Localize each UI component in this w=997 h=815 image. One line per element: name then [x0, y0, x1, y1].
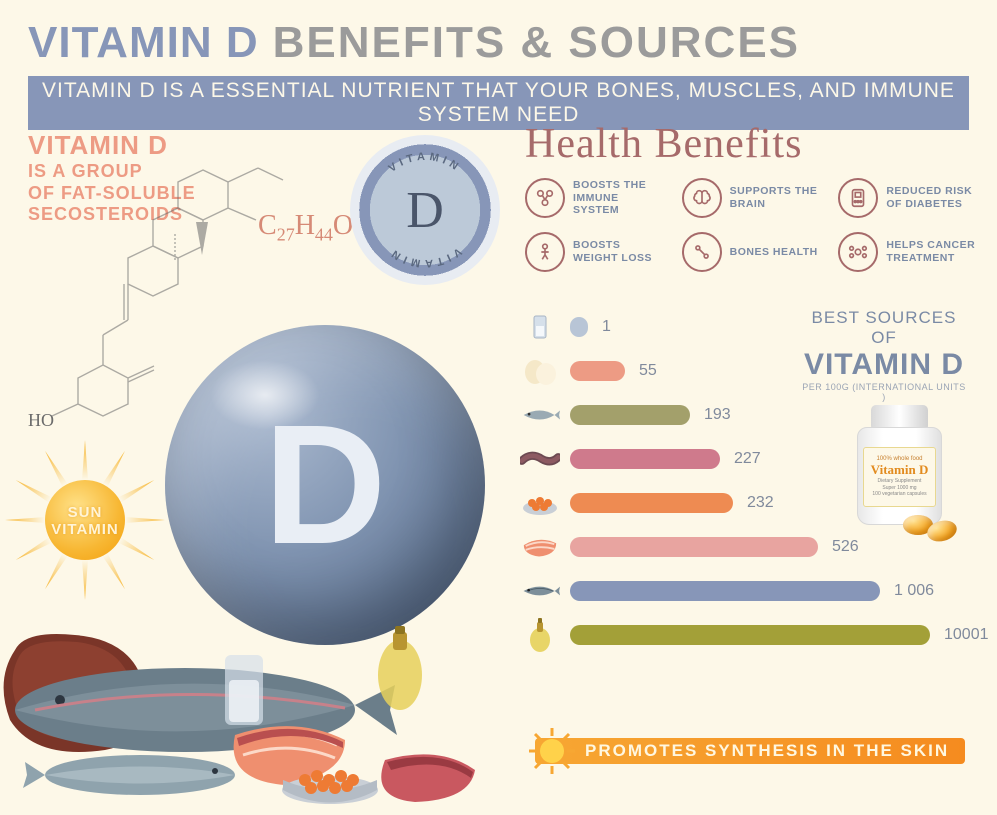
- eel-icon: [520, 442, 560, 476]
- bar-fill: [570, 405, 690, 425]
- herring-icon: [520, 398, 560, 432]
- bar-row: 10001: [520, 618, 990, 652]
- gel-capsules-icon: [903, 515, 967, 540]
- bar-value: 193: [704, 406, 731, 424]
- bar-value: 1: [602, 318, 611, 336]
- benefit-label: HELPS CANCERTREATMENT: [886, 239, 975, 264]
- best-sources-l3: PER 100G (INTERNATIONAL UNITS ): [799, 382, 969, 402]
- benefit-label: REDUCED RISKOF DIABETES: [886, 185, 972, 210]
- sun-vitamin-label: SUN VITAMIN: [50, 505, 120, 538]
- bar-value: 232: [747, 494, 774, 512]
- title-primary: VITAMIN D: [28, 18, 259, 68]
- vitamin-seal: VITAMIN VITAMIN D: [350, 135, 500, 285]
- salmon-icon: [520, 530, 560, 564]
- sun-l1: SUN: [68, 504, 103, 521]
- benefit-label: BOOSTSWEIGHT LOSS: [573, 239, 652, 264]
- bar-row: 1 006: [520, 574, 990, 608]
- food-pile-illustration: [0, 540, 505, 810]
- chemical-formula: C27H44O: [258, 210, 353, 246]
- bar-fill: [570, 449, 720, 469]
- cancer-icon: [838, 232, 878, 272]
- benefit-label: BONES HEALTH: [730, 246, 818, 259]
- formula-c: C: [258, 210, 277, 241]
- benefit-item: BOOSTSWEIGHT LOSS: [525, 232, 672, 272]
- bottle-label: 100% whole food Vitamin D Dietary Supple…: [863, 447, 936, 507]
- bar-fill: [570, 493, 733, 513]
- header: VITAMIN D BENEFITS & SOURCES: [0, 0, 997, 72]
- benefit-item: BOOSTS THEIMMUNESYSTEM: [525, 178, 672, 218]
- bottle-name: Vitamin D: [864, 462, 935, 478]
- benefit-item: SUPPORTS THEBRAIN: [682, 178, 829, 218]
- bar-fill: [570, 581, 880, 601]
- ho-label: HO: [28, 410, 54, 431]
- benefit-label: BOOSTS THEIMMUNESYSTEM: [573, 179, 646, 217]
- supplement-bottle-icon: 100% whole food Vitamin D Dietary Supple…: [857, 405, 942, 525]
- benefits-grid: BOOSTS THEIMMUNESYSTEM SUPPORTS THEBRAIN…: [525, 178, 985, 272]
- seal-ring-icon: VITAMIN VITAMIN: [350, 135, 500, 285]
- bar-value: 55: [639, 362, 657, 380]
- mackerel-icon: [520, 574, 560, 608]
- bar-fill: [570, 537, 818, 557]
- benefit-label: SUPPORTS THEBRAIN: [730, 185, 818, 210]
- seal-bottom-text: VITAMIN: [386, 245, 463, 269]
- svg-text:VITAMIN: VITAMIN: [386, 245, 463, 269]
- bar-fill: [570, 317, 588, 337]
- formula-h: H: [295, 210, 315, 241]
- svg-text:VITAMIN: VITAMIN: [386, 151, 463, 175]
- formula-44: 44: [315, 225, 333, 245]
- best-sources-block: BEST SOURCES OF VITAMIN D PER 100G (INTE…: [799, 308, 969, 402]
- weight-icon: [525, 232, 565, 272]
- caviar-icon: [520, 486, 560, 520]
- bones-icon: [682, 232, 722, 272]
- bar-value: 526: [832, 538, 859, 556]
- health-benefits-title: Health Benefits: [525, 120, 985, 168]
- immune-icon: [525, 178, 565, 218]
- brain-icon: [682, 178, 722, 218]
- benefit-item: REDUCED RISKOF DIABETES: [838, 178, 985, 218]
- diabetes-icon: [838, 178, 878, 218]
- eggs-icon: [520, 354, 560, 388]
- benefit-item: BONES HEALTH: [682, 232, 829, 272]
- oil-icon: [520, 618, 560, 652]
- milk-icon: [520, 310, 560, 344]
- bottle-cap-icon: [871, 405, 928, 429]
- bar-value: 227: [734, 450, 761, 468]
- best-sources-l2: VITAMIN D: [799, 348, 969, 382]
- formula-27: 27: [277, 225, 295, 245]
- best-sources-l1: BEST SOURCES OF: [799, 308, 969, 348]
- footer-text: PROMOTES SYNTHESIS IN THE SKIN: [585, 741, 949, 761]
- benefit-item: HELPS CANCERTREATMENT: [838, 232, 985, 272]
- title-secondary: BENEFITS & SOURCES: [273, 18, 800, 68]
- footer-sun-icon: [527, 726, 577, 776]
- bar-fill: [570, 361, 625, 381]
- bar-value: 10001: [944, 626, 989, 644]
- sun-l2: VITAMIN: [51, 521, 119, 538]
- bar-value: 1 006: [894, 582, 934, 600]
- bottle-sub3: 100 vegetarian capsules: [864, 491, 935, 498]
- seal-top-text: VITAMIN: [386, 151, 463, 175]
- bar-fill: [570, 625, 930, 645]
- footer-bar: PROMOTES SYNTHESIS IN THE SKIN: [535, 738, 965, 764]
- secosteroid-l1: VITAMIN D: [28, 130, 168, 160]
- right-region: Health Benefits BOOSTS THEIMMUNESYSTEM S…: [525, 120, 985, 292]
